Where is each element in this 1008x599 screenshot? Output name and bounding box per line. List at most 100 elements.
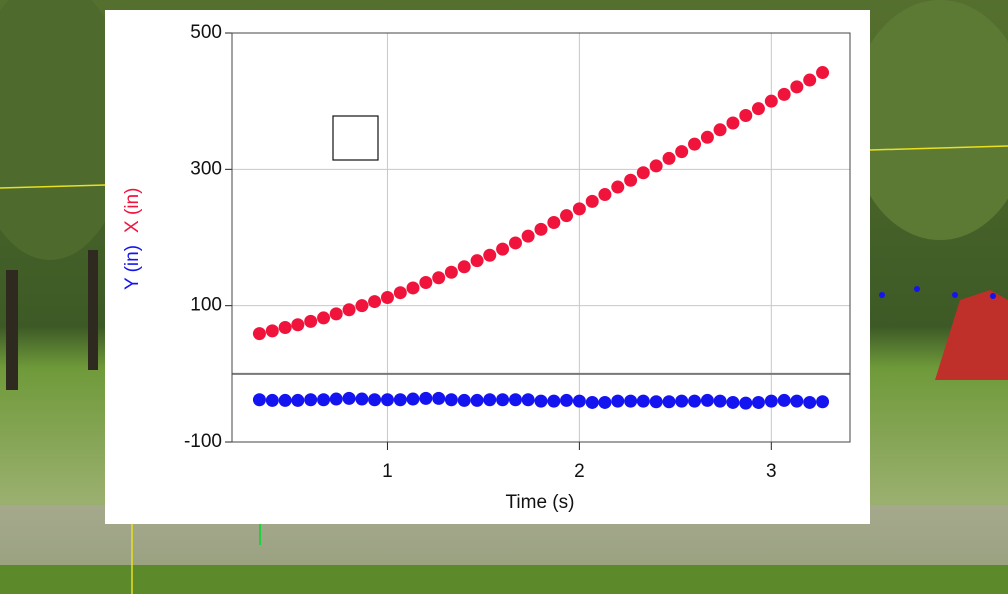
y-tick-label: -100 [184, 431, 222, 452]
lawn [0, 565, 1008, 594]
data-point [611, 394, 625, 408]
data-point [572, 394, 586, 408]
data-point [624, 173, 638, 187]
data-point [675, 145, 689, 159]
data-point [355, 392, 369, 406]
data-point [406, 392, 420, 406]
data-point [291, 318, 305, 332]
data-point [534, 394, 548, 408]
y-tick-label: 100 [190, 295, 222, 316]
data-point [457, 393, 471, 407]
y-axis-title: Y (in) X (in) [122, 188, 143, 290]
data-point [521, 393, 535, 407]
tree [850, 0, 1008, 240]
data-point [764, 394, 778, 408]
data-point [751, 395, 765, 409]
data-point [432, 391, 446, 405]
data-point [611, 180, 625, 194]
data-point [816, 66, 830, 80]
data-point [432, 271, 446, 285]
plot: -100 100 300 500 1 2 3 [184, 22, 851, 482]
data-point [649, 395, 663, 409]
data-point [291, 393, 305, 407]
data-point [508, 393, 522, 407]
data-point [688, 137, 702, 151]
data-point [739, 396, 753, 410]
data-point [700, 393, 714, 407]
data-point [329, 392, 343, 406]
data-point [790, 394, 804, 408]
data-point [265, 324, 279, 338]
axis-overlay [869, 145, 1008, 151]
trunk [88, 250, 98, 370]
data-point [560, 393, 574, 407]
data-point [355, 299, 369, 313]
track-point [990, 293, 996, 299]
data-point [598, 188, 612, 202]
data-point [444, 265, 458, 279]
data-point [444, 393, 458, 407]
data-point [726, 116, 740, 130]
data-point [816, 395, 830, 409]
data-point [649, 159, 663, 173]
data-point [713, 123, 727, 137]
axis-overlay [0, 184, 106, 189]
x-tick-label: 1 [382, 461, 393, 482]
data-point [419, 275, 433, 289]
x-tick-label: 2 [574, 461, 585, 482]
data-point [252, 393, 266, 407]
y-tick-label: 300 [190, 158, 222, 179]
data-point [380, 290, 394, 304]
data-point [572, 202, 586, 216]
data-point [329, 307, 343, 321]
trunk [6, 270, 18, 390]
data-point [713, 394, 727, 408]
data-point [368, 295, 382, 309]
data-point [483, 393, 497, 407]
data-point [393, 286, 407, 300]
data-point [751, 102, 765, 116]
selection-box[interactable] [332, 115, 379, 161]
data-point [636, 394, 650, 408]
data-point [342, 391, 356, 405]
data-point [764, 94, 778, 108]
data-point [406, 281, 420, 295]
data-point [675, 394, 689, 408]
plot-area [232, 33, 850, 442]
data-point [278, 320, 292, 334]
tree [0, 0, 130, 260]
data-point [496, 242, 510, 256]
data-point [393, 393, 407, 407]
data-point [726, 395, 740, 409]
data-point [419, 391, 433, 405]
data-point [585, 194, 599, 208]
data-point [317, 393, 331, 407]
data-point [470, 393, 484, 407]
data-point [342, 303, 356, 317]
data-point [317, 311, 331, 325]
data-point [496, 393, 510, 407]
track-point [914, 286, 920, 292]
data-point [662, 395, 676, 409]
data-point [803, 73, 817, 87]
data-point [624, 394, 638, 408]
data-point [380, 393, 394, 407]
data-point [790, 80, 804, 94]
data-point [739, 108, 753, 122]
legend-label: X (in) [122, 188, 143, 233]
data-point [803, 395, 817, 409]
data-point [483, 248, 497, 262]
data-point [598, 395, 612, 409]
x-tick-label: 3 [766, 461, 777, 482]
data-point [265, 393, 279, 407]
data-point [777, 87, 791, 101]
data-point [278, 393, 292, 407]
sculpture [935, 290, 1008, 380]
data-point [457, 260, 471, 274]
data-point [777, 393, 791, 407]
data-point [534, 222, 548, 236]
data-point [700, 130, 714, 144]
y-tick-label: 500 [190, 22, 222, 43]
data-point [547, 216, 561, 230]
